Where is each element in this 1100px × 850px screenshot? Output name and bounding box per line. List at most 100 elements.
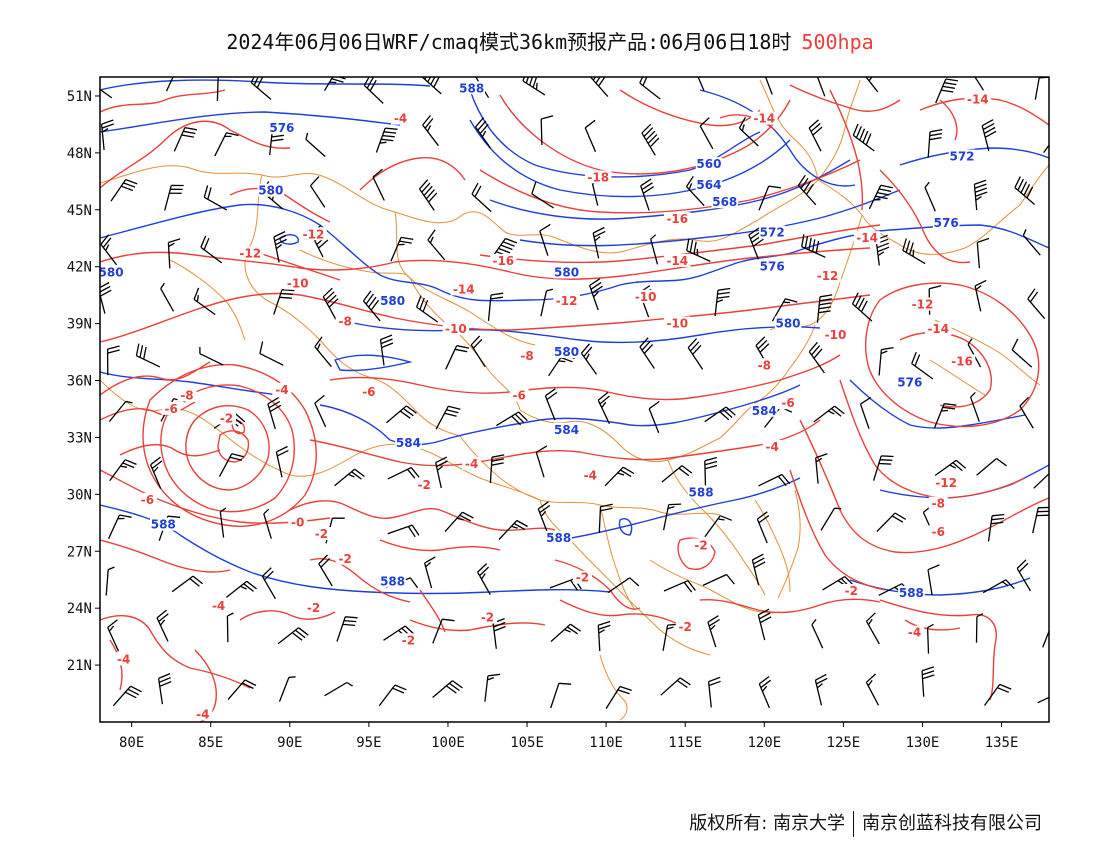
wind-barb xyxy=(415,295,439,323)
wind-barb xyxy=(487,292,504,321)
wind-barb xyxy=(314,394,327,428)
wind-barb xyxy=(662,503,682,531)
wind-barb xyxy=(261,567,276,600)
lat-tick-label: 42N xyxy=(67,260,92,276)
wind-barb xyxy=(934,459,967,477)
wind-barb xyxy=(852,123,875,152)
wind-barb xyxy=(815,453,828,484)
wind-barb xyxy=(687,338,704,370)
wind-barb xyxy=(927,564,940,596)
height-contour-label: 576 xyxy=(897,375,922,389)
wind-barb xyxy=(911,351,934,380)
wind-barb xyxy=(372,168,385,201)
lat-tick-label: 24N xyxy=(67,601,92,617)
temperature-contour-label-bg xyxy=(509,388,529,402)
height-contour-label: 584 xyxy=(554,423,579,437)
wind-barb xyxy=(157,673,172,705)
wind-barb xyxy=(764,77,773,95)
lon-tick-label: 125E xyxy=(827,735,861,751)
height-contour-label-bg xyxy=(553,422,580,436)
temperature-contour-label: -4 xyxy=(908,626,921,640)
temperature-contour-label: -2 xyxy=(338,552,351,566)
lat-tick-label: 27N xyxy=(67,544,92,560)
height-contour-label: 568 xyxy=(712,195,737,209)
temperature-contour-label-bg xyxy=(675,620,695,634)
wind-barb xyxy=(322,287,339,320)
wind-barb xyxy=(277,627,309,645)
wind-barb xyxy=(378,684,407,707)
height-contour-label: 580 xyxy=(554,345,579,359)
wind-barb xyxy=(640,178,655,211)
temperature-contour-label-bg xyxy=(300,227,327,241)
wind-barb xyxy=(110,178,138,202)
temperature-contour-label: -8 xyxy=(520,349,533,363)
temperature-contour-label: -10 xyxy=(825,328,847,342)
height-contour-label: 580 xyxy=(554,265,579,279)
height-contour-label-bg xyxy=(100,265,125,279)
wind-barb xyxy=(650,234,659,265)
temperature-contour-label: -14 xyxy=(753,112,775,126)
height-contour-label-bg xyxy=(898,585,925,599)
height-contour-label-bg xyxy=(758,259,786,273)
lat-tick-label: 39N xyxy=(67,317,92,333)
temperature-contour-label-bg xyxy=(948,354,976,368)
wind-barb xyxy=(100,281,112,314)
wind-barb xyxy=(927,128,943,158)
temperature-contour-label: -6 xyxy=(165,402,178,416)
temperature-contour-label-bg xyxy=(928,525,948,539)
wind-barb xyxy=(604,466,635,487)
temperature-contour-label-bg xyxy=(517,348,537,362)
temperature-contour-label-bg xyxy=(932,475,960,489)
temperature-contour-label-bg xyxy=(814,269,841,283)
wind-barb xyxy=(427,229,446,261)
wind-barb xyxy=(498,519,528,540)
temperature-contour-label-bg xyxy=(391,111,411,125)
wind-barb xyxy=(851,292,873,322)
temperature-contour-label-bg xyxy=(398,633,418,647)
wind-barb xyxy=(865,673,880,706)
temperature-contour-label-bg xyxy=(691,538,711,552)
height-contour-label-bg xyxy=(379,574,406,588)
wind-barb xyxy=(808,119,823,152)
wind-barb xyxy=(822,576,855,591)
temperature-contour-label-bg xyxy=(462,456,482,470)
title-pressure-level: 500hpa xyxy=(801,30,874,54)
wind-barb xyxy=(982,579,1015,594)
wind-barb xyxy=(748,227,764,260)
wind-barb xyxy=(660,677,691,696)
wind-barb xyxy=(390,236,414,262)
temperature-contour-label: -16 xyxy=(492,254,514,268)
temperature-contour-label: -14 xyxy=(666,254,688,268)
wind-barb xyxy=(383,625,415,641)
latitude-axis: 51N 48N 45N 42N 39N 36N 33N 30N 27N 24N 21N xyxy=(67,89,100,674)
wind-barb xyxy=(987,513,1005,542)
temperature-contour-label: -6 xyxy=(512,389,525,403)
wind-barb xyxy=(868,184,893,210)
wind-barb xyxy=(1019,396,1034,429)
wind-barb xyxy=(156,609,169,642)
wind-barb xyxy=(477,563,491,596)
wind-barb xyxy=(135,343,161,368)
wind-barb xyxy=(203,185,228,211)
height-contour-label-bg xyxy=(395,436,422,450)
height-contour-label-bg xyxy=(553,265,580,279)
wind-barb xyxy=(216,77,219,101)
lon-tick-label: 105E xyxy=(510,735,544,751)
height-contour-label-bg xyxy=(458,81,485,95)
height-contour-label-bg xyxy=(687,485,715,499)
wind-barb xyxy=(607,577,640,594)
temperature-contour-label: -10 xyxy=(445,322,467,336)
temperature-contour-label-bg xyxy=(304,601,324,615)
wind-barb xyxy=(112,685,142,707)
wind-barb xyxy=(336,616,358,642)
wind-barb xyxy=(474,117,492,149)
height-contour-label-bg xyxy=(257,183,285,197)
wind-barb xyxy=(1011,338,1033,368)
wind-barb xyxy=(314,336,332,368)
height-contour-label-bg xyxy=(379,293,406,307)
wind-barb xyxy=(100,88,113,99)
temperature-contour-label: -2 xyxy=(402,633,415,647)
wind-barb xyxy=(167,238,181,269)
wind-barb xyxy=(592,226,606,259)
wind-barb xyxy=(598,503,613,533)
